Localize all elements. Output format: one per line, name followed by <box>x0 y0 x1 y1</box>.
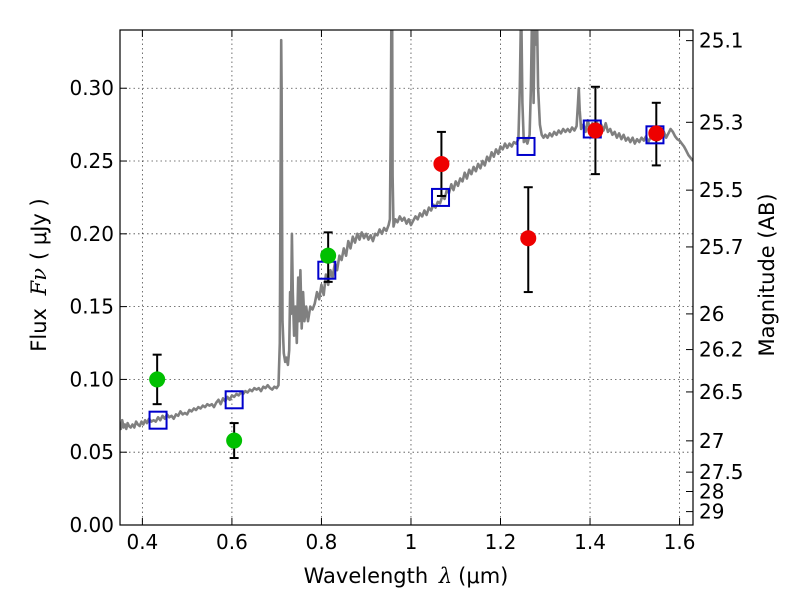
x-tick-label: 0.4 <box>126 530 158 554</box>
y-axis-label-prefix: Flux <box>27 301 51 351</box>
red-observation-point <box>648 125 665 142</box>
axes-frame <box>119 29 694 526</box>
y-tick-label: 0.00 <box>69 513 114 537</box>
green-observation-point <box>149 371 166 388</box>
x-tick-label: 0.6 <box>216 530 248 554</box>
y2-tick-label: 28 <box>699 480 724 504</box>
y2-tick-label: 26.5 <box>699 380 744 404</box>
markers <box>148 119 665 449</box>
green-observation-point <box>320 247 337 264</box>
green-observation-point <box>226 432 243 449</box>
red-observation-point <box>433 155 450 172</box>
y-tick-label: 0.05 <box>69 440 114 464</box>
plot-area <box>120 30 693 431</box>
y2-tick-label: 26 <box>699 302 724 326</box>
model-flux-square <box>148 410 168 430</box>
x-axis-symbol: λ <box>438 564 452 588</box>
x-axis-label-prefix: Wavelength <box>304 564 435 588</box>
y2-tick-label: 29 <box>699 500 724 524</box>
plot-background <box>120 30 693 525</box>
y-axis-unit: ( μJy ) <box>27 198 51 260</box>
x-tick-label: 1.2 <box>485 530 517 554</box>
red-observation-point <box>520 230 537 247</box>
y-tick-label: 0.30 <box>69 76 114 100</box>
y-tick-label: 0.10 <box>69 367 114 391</box>
model-flux-square <box>431 187 451 207</box>
x-tick-label: 1 <box>405 530 418 554</box>
template-spectrum-line <box>120 30 693 431</box>
y2-tick-label: 26.2 <box>699 338 744 362</box>
y-axis-symbol: Fν <box>27 268 51 297</box>
model-flux-square <box>224 390 244 410</box>
x-axis-label: Wavelength λ (μm) <box>304 564 509 588</box>
y2-tick-label: 27.5 <box>699 460 744 484</box>
x-axis-unit: (μm) <box>458 564 508 588</box>
ticks: 0.4 0.6 0.8 1 1.2 1.4 1.6 0.00 0.05 0.10 0.15 0.20 0… <box>69 29 743 554</box>
y2-tick-label: 25.5 <box>699 178 744 202</box>
y2-tick-label: 27 <box>699 429 724 453</box>
x-tick-label: 1.6 <box>664 530 696 554</box>
x-tick-label: 0.8 <box>306 530 338 554</box>
model-flux-square <box>516 136 536 156</box>
y2-tick-label: 25.7 <box>699 235 744 259</box>
y2-axis-label: Magnitude (AB) <box>755 193 779 356</box>
red-observation-point <box>587 122 604 139</box>
y-tick-label: 0.25 <box>69 149 114 173</box>
y2-tick-label: 25.3 <box>699 110 744 134</box>
y-tick-label: 0.20 <box>69 222 114 246</box>
y2-tick-label: 25.1 <box>699 29 744 53</box>
y-axis-label: Flux Fν ( μJy ) <box>27 198 51 351</box>
y-tick-label: 0.15 <box>69 295 114 319</box>
x-tick-label: 1.4 <box>574 530 606 554</box>
